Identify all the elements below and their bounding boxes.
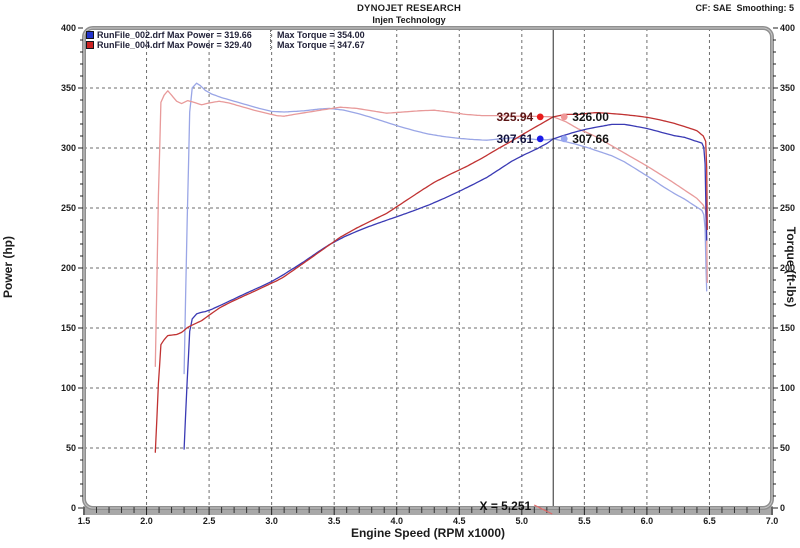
y-left-tick-label: 100 <box>61 383 76 393</box>
y-left-tick-label: 300 <box>61 143 76 153</box>
y-left-tick-label: 150 <box>61 323 76 333</box>
y-right-tick-label: 350 <box>780 83 795 93</box>
readout-value-run002_power: 307.61 <box>497 132 534 146</box>
y-right-tick-label: 100 <box>780 383 795 393</box>
y-right-tick-label: 400 <box>780 23 795 33</box>
legend-max-torque: Max Torque = 347.67 <box>270 40 365 50</box>
x-tick-label: 4.0 <box>390 516 403 526</box>
x-tick-label: 6.0 <box>641 516 654 526</box>
legend-max-power: Max Power = 329.40 <box>167 40 252 50</box>
cursor-label-leader <box>533 504 553 515</box>
readout-dot-run004_torque <box>560 113 568 121</box>
x-axis-title: Engine Speed (RPM x1000) <box>350 526 506 540</box>
torque-curve-runfile_004-drf <box>154 90 708 368</box>
legend-row-runfile-002: RunFile_002.drf Max Power = 319.66 Max T… <box>86 30 365 40</box>
right-axis-title: Torque (ft-lbs) <box>784 226 798 308</box>
readout-dot-run002_torque <box>560 135 568 143</box>
x-tick-label: 2.5 <box>203 516 216 526</box>
y-left-tick-label: 250 <box>61 203 76 213</box>
legend-max-torque: Max Torque = 354.00 <box>270 30 365 40</box>
y-left-tick-label: 0 <box>71 503 76 513</box>
y-left-tick-label: 50 <box>66 443 76 453</box>
legend: RunFile_002.drf Max Power = 319.66 Max T… <box>86 30 365 50</box>
cursor-x-label: X = 5.251 <box>479 499 531 513</box>
plot-frame-highlight <box>83 27 773 509</box>
x-tick-label: 6.5 <box>703 516 716 526</box>
readout-value-run004_power: 325.94 <box>497 110 534 124</box>
x-tick-label: 3.0 <box>265 516 278 526</box>
power-curve-runfile_002-drf <box>183 123 708 450</box>
legend-row-runfile-004: RunFile_004.drf Max Power = 329.40 Max T… <box>86 40 365 50</box>
legend-max-power: Max Power = 319.66 <box>167 30 252 40</box>
readout-dot-run002_power <box>536 135 544 143</box>
legend-swatch-blue <box>86 31 94 39</box>
y-right-tick-label: 200 <box>780 263 795 273</box>
correction-smoothing-label: CF: SAE Smoothing: 5 <box>695 3 795 13</box>
y-right-tick-label: 50 <box>780 443 790 453</box>
x-tick-label: 4.5 <box>453 516 466 526</box>
legend-file-name: RunFile_002.drf <box>97 30 165 40</box>
app-title: DYNOJET RESEARCH <box>356 3 462 14</box>
left-axis-title: Power (hp) <box>1 236 15 298</box>
y-left-tick-label: 200 <box>61 263 76 273</box>
x-tick-label: 3.5 <box>328 516 341 526</box>
y-left-tick-label: 350 <box>61 83 76 93</box>
readout-value-run002_torque: 307.66 <box>572 132 609 146</box>
legend-swatch-red <box>86 41 94 49</box>
x-tick-label: 2.0 <box>140 516 153 526</box>
x-tick-label: 5.5 <box>578 516 591 526</box>
x-axis-bar <box>83 506 773 515</box>
legend-file-name: RunFile_004.drf <box>97 40 165 50</box>
y-right-tick-label: 300 <box>780 143 795 153</box>
y-right-tick-label: 250 <box>780 203 795 213</box>
readout-value-run004_torque: 326.00 <box>572 110 609 124</box>
x-tick-label: 5.0 <box>516 516 529 526</box>
torque-curve-runfile_002-drf <box>183 82 708 375</box>
chart-subtitle: Injen Technology <box>372 15 446 25</box>
y-left-tick-label: 400 <box>61 23 76 33</box>
x-tick-label: 1.5 <box>78 516 91 526</box>
y-right-tick-label: 0 <box>780 503 785 513</box>
power-curve-runfile_004-drf <box>154 111 708 453</box>
readout-dot-run004_power <box>536 113 544 121</box>
y-right-tick-label: 150 <box>780 323 795 333</box>
x-tick-label: 7.0 <box>766 516 779 526</box>
